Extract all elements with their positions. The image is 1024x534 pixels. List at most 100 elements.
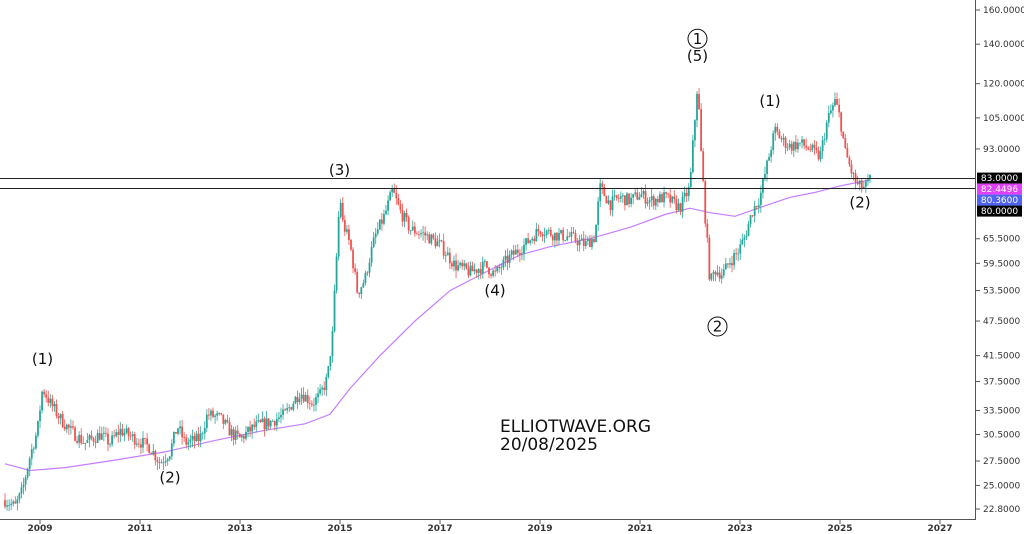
candle-down <box>306 395 309 403</box>
candle-down <box>488 267 490 275</box>
candle-down <box>232 429 235 440</box>
candle-up <box>436 241 439 247</box>
candle-up <box>22 484 25 488</box>
candle-down <box>714 272 717 275</box>
candle-down <box>90 435 93 439</box>
candle-up <box>187 442 190 445</box>
plot-background <box>0 0 975 520</box>
candle-up <box>523 244 525 254</box>
candle-down <box>533 238 536 242</box>
candle-up <box>280 414 282 418</box>
candle-up <box>389 192 392 201</box>
candle-down <box>628 193 630 204</box>
candle-up <box>591 238 593 248</box>
candle-up <box>729 263 731 265</box>
x-tick-label: 2025 <box>827 524 852 534</box>
circled-wave-label: 1 <box>693 30 703 48</box>
candle-down <box>238 433 241 438</box>
candle-up <box>650 196 653 201</box>
candle-down <box>467 268 470 276</box>
candle-up <box>216 413 219 416</box>
candle-down <box>706 223 709 238</box>
x-tick-label: 2017 <box>427 524 452 534</box>
candle-down <box>207 414 210 416</box>
y-axis[interactable]: 160.0000 140.0000 120.0000 105.0000 93.0000 6… <box>975 6 1024 515</box>
price-tag-label: 80.0000 <box>981 207 1018 217</box>
candle-down <box>455 260 457 271</box>
candle-down <box>397 198 400 205</box>
candle-up <box>368 262 371 273</box>
candle-up <box>772 133 775 151</box>
candle-up <box>510 250 513 255</box>
candle-down <box>652 196 655 206</box>
candle-up <box>739 244 742 254</box>
y-tick-label: 160.0000 <box>983 6 1024 16</box>
candle-up <box>710 273 713 280</box>
candle-down <box>475 269 478 273</box>
candle-up <box>496 266 499 272</box>
candle-up <box>96 433 99 443</box>
y-tick-label: 59.5000 <box>983 259 1020 269</box>
candle-up <box>59 414 62 419</box>
price-tag-box <box>977 205 1022 217</box>
candle-down <box>490 274 492 276</box>
candle-down <box>589 238 591 248</box>
candle-down <box>74 427 76 441</box>
candle-down <box>605 196 608 204</box>
candle-up <box>832 105 834 111</box>
candle-down <box>665 192 668 194</box>
candle-down <box>815 147 818 151</box>
candle-up <box>774 126 777 134</box>
candle-down <box>661 194 663 203</box>
candle-up <box>409 230 412 232</box>
y-tick-label: 30.5000 <box>983 430 1020 440</box>
candle-up <box>782 137 785 140</box>
candle-up <box>640 194 643 198</box>
y-tick-label: 105.0000 <box>983 114 1024 124</box>
candle-up <box>659 194 661 203</box>
candle-down <box>302 394 305 402</box>
candle-up <box>459 262 462 266</box>
y-tick-label: 93.0000 <box>983 145 1020 155</box>
candle-up <box>426 234 429 236</box>
wave-label: (1) <box>759 92 780 110</box>
candle-down <box>424 232 427 236</box>
candle-up <box>654 198 657 206</box>
candle-up <box>611 196 614 211</box>
candle-up <box>553 232 556 241</box>
candle-up <box>514 249 517 255</box>
candle-up <box>269 421 272 427</box>
x-tick-label: 2011 <box>127 524 152 534</box>
candle-up <box>733 253 735 266</box>
x-axis[interactable]: 2009 2011 2013 2015 2017 2019 2021 2023 2025 2027 <box>27 520 953 534</box>
y-tick-label: 37.5000 <box>983 378 1020 388</box>
candle-down <box>593 238 595 242</box>
candle-down <box>702 151 705 182</box>
candle-up <box>199 433 202 442</box>
candle-up <box>278 417 280 419</box>
candle-up <box>34 435 37 449</box>
candle-up <box>294 396 297 404</box>
price-tag-box <box>977 172 1022 184</box>
candle-up <box>364 272 367 284</box>
candle-down <box>465 263 468 269</box>
candle-up <box>864 181 867 187</box>
candle-down <box>45 394 48 398</box>
candle-up <box>634 192 637 195</box>
candle-down <box>656 198 659 203</box>
wave-label: (2) <box>849 193 870 211</box>
candle-up <box>492 270 495 276</box>
candle-up <box>210 410 212 416</box>
candle-up <box>560 230 562 234</box>
candle-up <box>30 449 33 459</box>
candle-up <box>858 180 861 185</box>
x-tick-label: 2027 <box>927 524 952 534</box>
candle-up <box>329 356 332 367</box>
candle-up <box>819 151 822 160</box>
candle-down <box>51 398 54 407</box>
candle-down <box>556 232 558 241</box>
candle-up <box>288 407 291 409</box>
candle-down <box>551 235 554 241</box>
candle-down <box>506 255 509 263</box>
